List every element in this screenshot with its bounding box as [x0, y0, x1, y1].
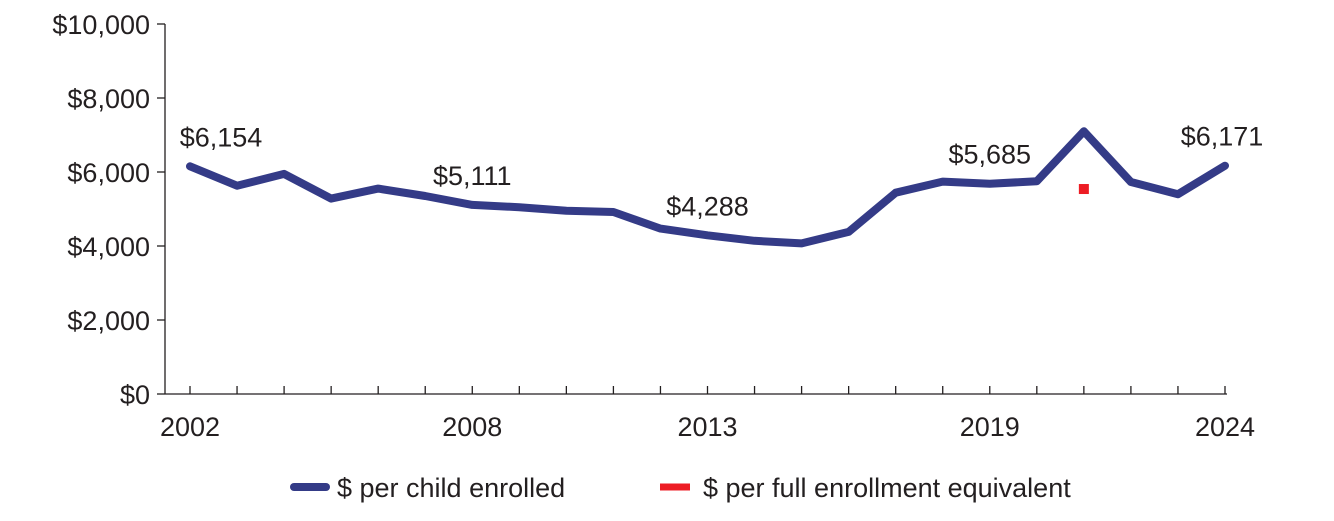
x-tick-label: 2019: [960, 412, 1020, 442]
legend-label: $ per full enrollment equivalent: [703, 473, 1071, 503]
y-tick-label: $10,000: [52, 10, 150, 40]
legend: $ per child enrolled $ per full enrollmen…: [290, 473, 1071, 503]
x-tick-label: 2002: [160, 412, 220, 442]
y-tick-label: $2,000: [67, 306, 150, 336]
data-label: $5,685: [948, 140, 1031, 170]
x-tick-label: 2024: [1195, 412, 1255, 442]
data-label: $4,288: [666, 191, 749, 221]
x-tick-label: 2008: [442, 412, 502, 442]
series-layer: [186, 127, 1229, 248]
x-tick-label: 2013: [677, 412, 737, 442]
y-tick-label: $6,000: [67, 158, 150, 188]
legend-label: $ per child enrolled: [337, 473, 565, 503]
y-tick-label: $4,000: [67, 232, 150, 262]
data-point-full-enrollment-equivalent: [1078, 184, 1089, 195]
y-axis: $0 $2,000 $4,000 $6,000 $8,000 $10,000: [52, 10, 166, 410]
y-tick-label: $8,000: [67, 84, 150, 114]
data-label: $6,171: [1181, 122, 1264, 152]
series-line-per-child-enrolled: [186, 127, 1229, 248]
y-tick-label: $0: [120, 380, 150, 410]
x-axis: 2002 2008 2013 2019 2024: [160, 386, 1255, 442]
data-label: $6,154: [180, 122, 263, 152]
data-label: $5,111: [433, 161, 512, 191]
data-labels: $6,154 $5,111 $4,288 $5,685 $6,171: [180, 122, 1264, 222]
